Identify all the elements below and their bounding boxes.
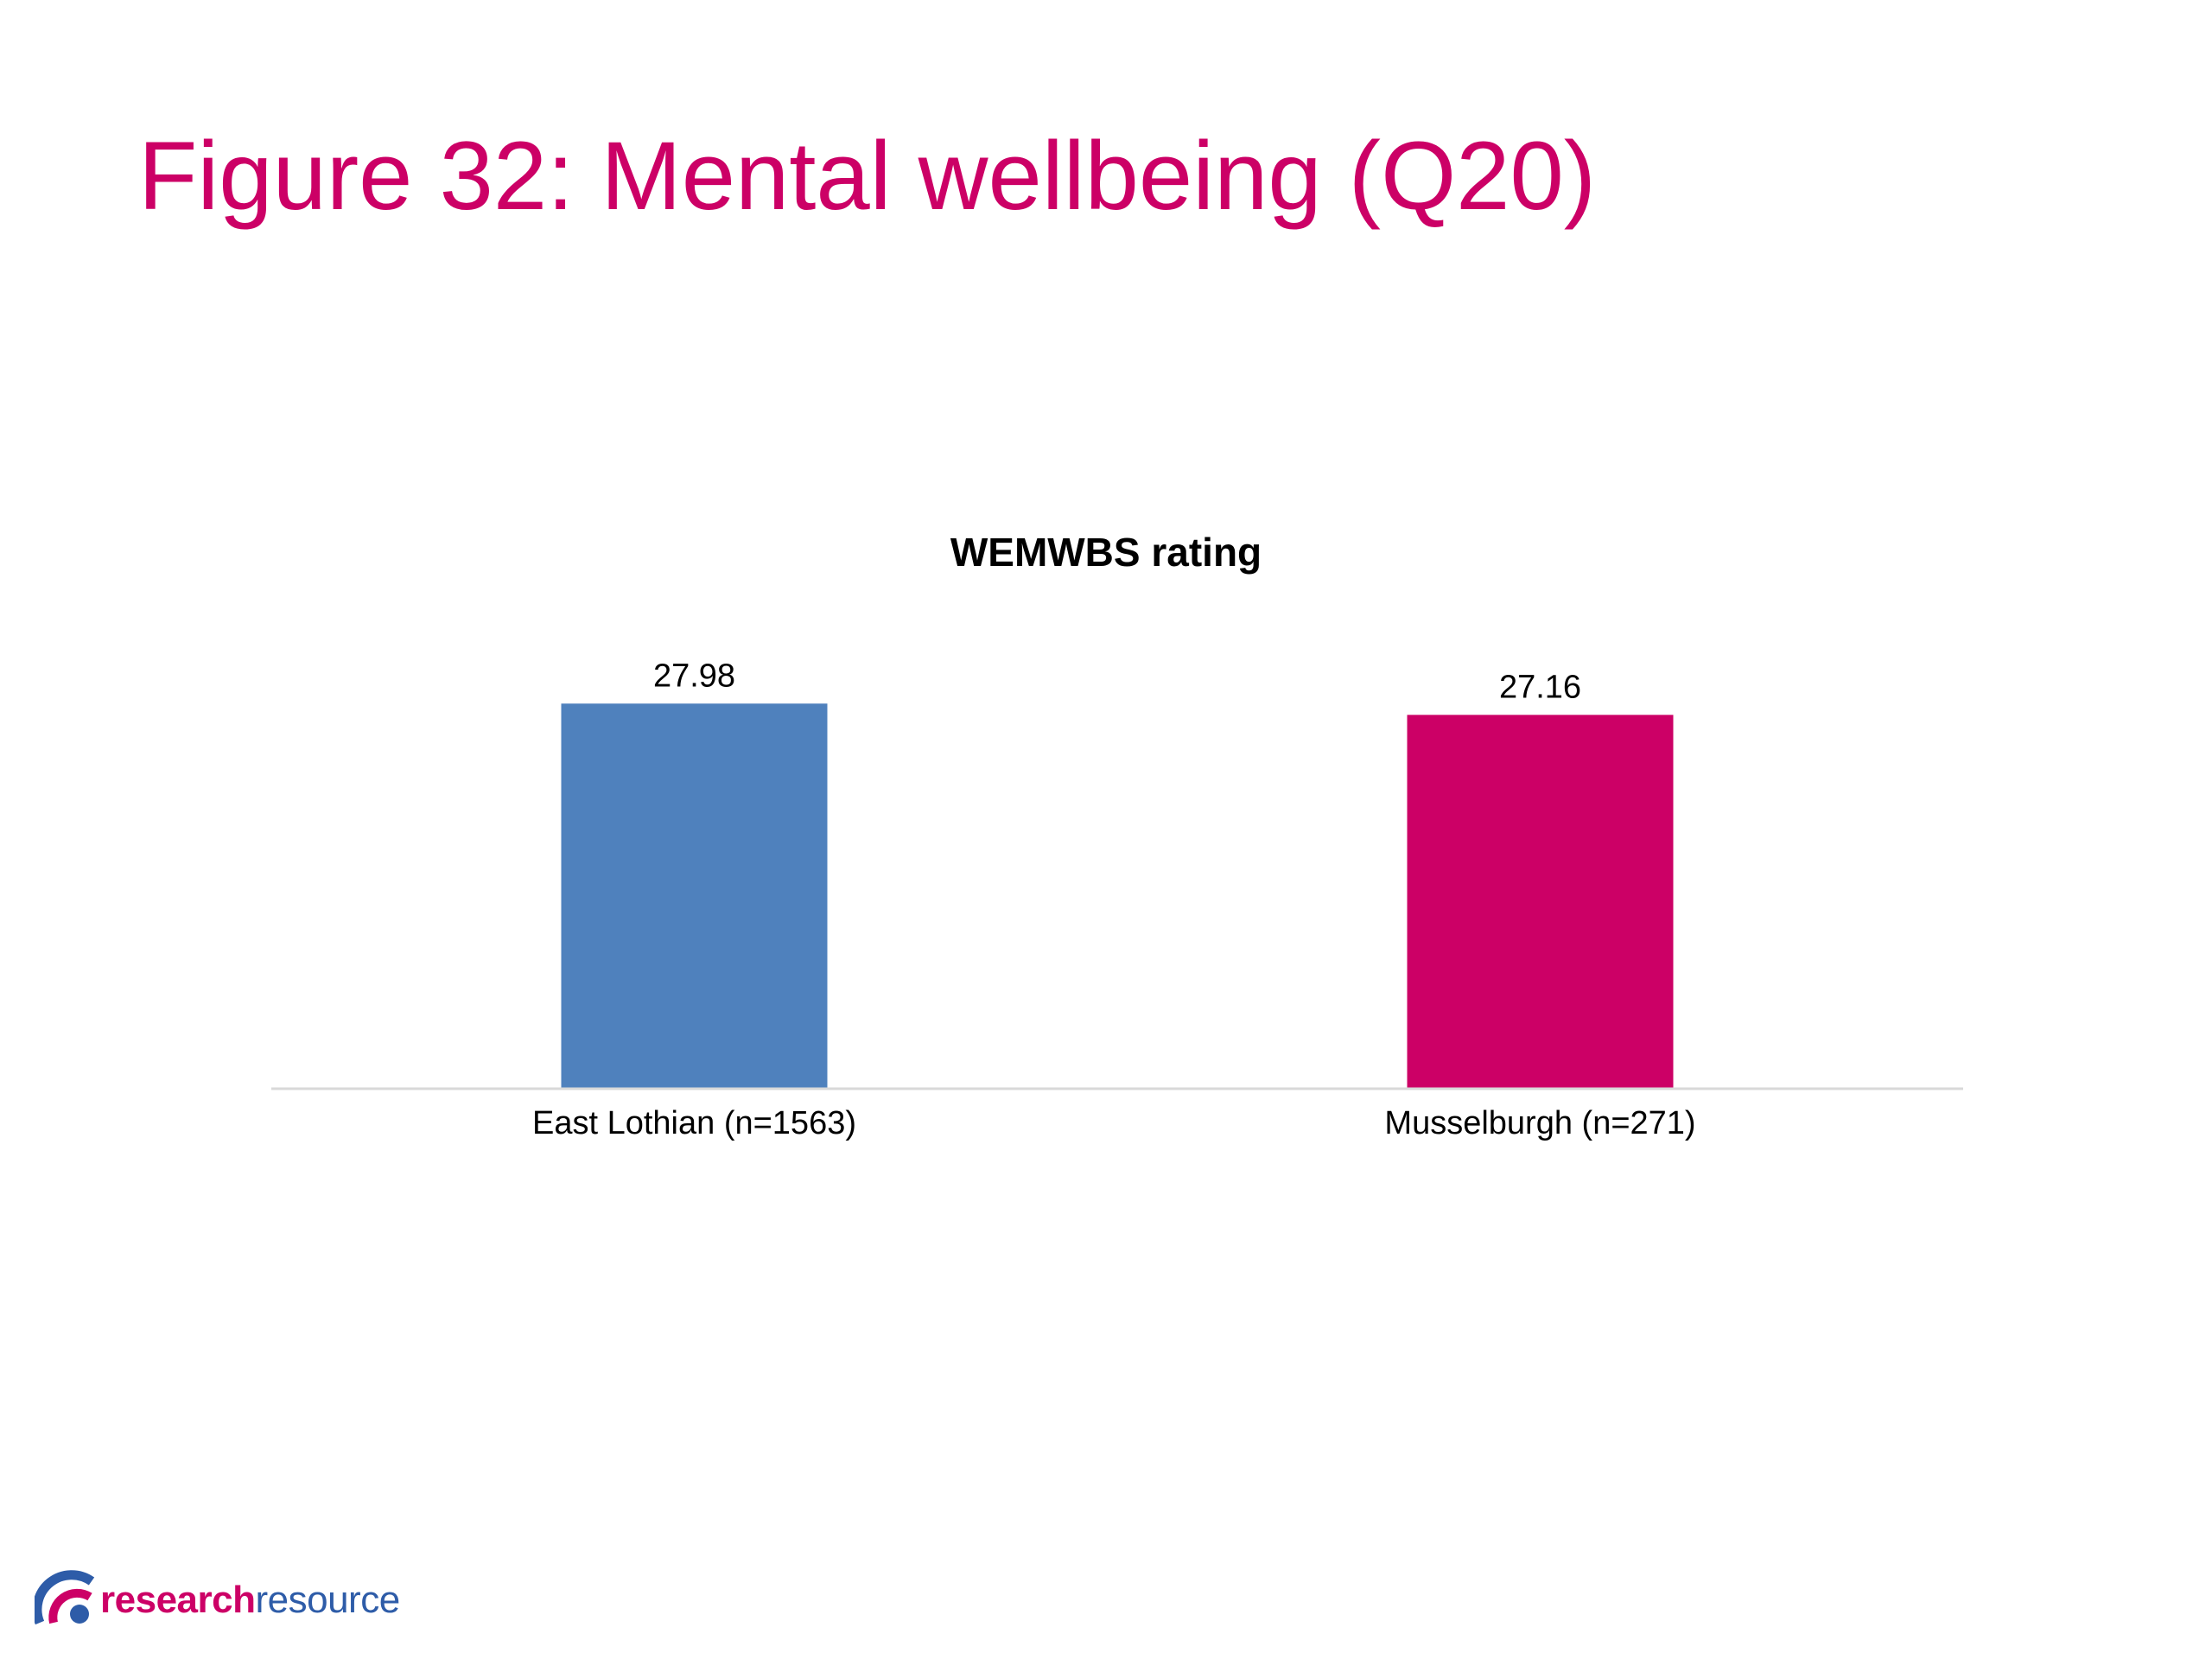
bar-1 [561, 703, 828, 1089]
research-resource-logo: researchresource [35, 1562, 432, 1631]
logo-word-research: research [100, 1579, 256, 1621]
category-label-1: East Lothian (n=1563) [532, 1105, 856, 1141]
logo-word-resource: resource [255, 1579, 400, 1621]
bar-2 [1407, 715, 1674, 1089]
page-title: Figure 32: Mental wellbeing (Q20) [138, 122, 1597, 230]
labels-layer: 27.98 East Lothian (n=1563) 27.16 Musselbur… [532, 658, 1696, 1141]
logo-wordmark: researchresource [100, 1581, 400, 1619]
chart-title: WEMWBS rating [950, 530, 1262, 575]
data-label-2: 27.16 [1499, 669, 1581, 705]
bars-layer [561, 703, 1674, 1089]
arc-swirl-logo-icon [35, 1570, 95, 1625]
category-label-2: Musselburgh (n=271) [1384, 1105, 1695, 1141]
data-label-1: 27.98 [653, 658, 735, 694]
